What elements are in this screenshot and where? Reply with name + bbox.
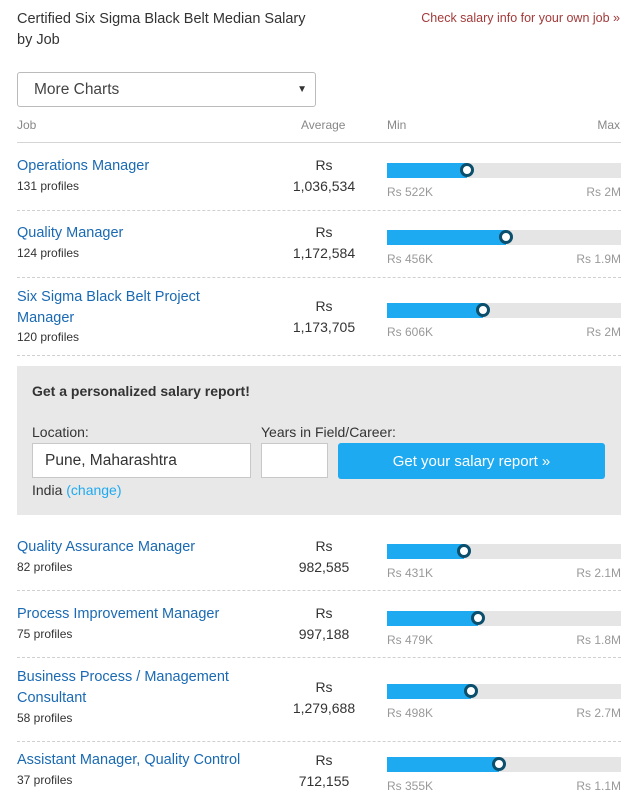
average-currency: Rs [315, 752, 333, 768]
profile-count: 82 profiles [17, 560, 73, 574]
average-salary: 1,036,534 [292, 178, 356, 194]
dropdown-value: More Charts [34, 81, 120, 98]
location-input[interactable] [32, 443, 251, 478]
own-salary-link[interactable]: Check salary info for your own job » [421, 11, 620, 25]
table-row: Operations Manager 131 profiles Rs 1,036… [17, 143, 621, 211]
job-link[interactable]: Quality Assurance Manager [17, 539, 196, 555]
country-line: India (change) [32, 482, 122, 498]
range-max: Rs 2.1M [576, 566, 621, 580]
average-salary: 712,155 [298, 773, 350, 789]
profile-count: 37 profiles [17, 773, 73, 787]
column-header-min: Min [387, 118, 407, 132]
job-link[interactable]: Process Improvement Manager [17, 606, 220, 622]
salary-range-bar [387, 611, 621, 626]
range-max: Rs 2M [586, 185, 621, 199]
row-divider [17, 210, 621, 211]
range-min: Rs 355K [387, 779, 434, 793]
median-marker [471, 611, 486, 625]
years-input[interactable] [261, 443, 328, 478]
profile-count: 75 profiles [17, 627, 73, 641]
average-currency: Rs [315, 679, 333, 695]
header-divider [17, 142, 621, 143]
range-min: Rs 479K [387, 633, 434, 647]
median-marker [459, 163, 474, 177]
median-marker [464, 684, 479, 698]
bar-fill [387, 230, 507, 245]
range-min: Rs 606K [387, 325, 434, 339]
country-name: India [32, 482, 63, 498]
range-min: Rs 498K [387, 706, 434, 720]
salary-range-bar [387, 684, 621, 699]
more-charts-dropdown[interactable]: More Charts ▼ [17, 72, 316, 107]
average-currency: Rs [315, 605, 333, 621]
bar-fill [387, 303, 483, 318]
salary-report-box: Get a personalized salary report! Locati… [17, 366, 621, 515]
job-link[interactable]: Operations Manager [17, 158, 150, 174]
salary-range-bar [387, 757, 621, 772]
get-report-button[interactable]: Get your salary report » [338, 443, 605, 479]
range-max: Rs 1.1M [576, 779, 621, 793]
job-link[interactable]: Quality Manager [17, 225, 124, 241]
row-divider [17, 355, 621, 356]
table-row: Business Process / Management Consultant… [17, 658, 621, 742]
column-header-job: Job [17, 118, 37, 132]
row-divider [17, 277, 621, 278]
table-row: Process Improvement Manager 75 profiles … [17, 591, 621, 658]
bar-fill [387, 611, 479, 626]
chevron-down-icon: ▼ [297, 84, 307, 95]
average-currency: Rs [315, 224, 333, 240]
range-max: Rs 1.8M [576, 633, 621, 647]
range-max: Rs 2M [586, 325, 621, 339]
salary-range-bar [387, 230, 621, 245]
average-currency: Rs [315, 157, 333, 173]
average-currency: Rs [315, 298, 333, 314]
profile-count: 131 profiles [17, 179, 80, 193]
profile-count: 58 profiles [17, 711, 73, 725]
column-header-max: Max [597, 118, 620, 132]
bar-fill [387, 163, 467, 178]
table-row: Quality Manager 124 profiles Rs 1,172,58… [17, 211, 621, 278]
row-divider [17, 657, 621, 658]
salary-range-bar [387, 544, 621, 559]
average-salary: 997,188 [298, 626, 350, 642]
median-marker [499, 230, 514, 244]
page-title: Certified Six Sigma Black Belt Median Sa… [17, 11, 306, 48]
average-salary: 1,173,705 [292, 319, 356, 335]
row-divider [17, 590, 621, 591]
table-row: Quality Assurance Manager 82 profiles Rs… [17, 525, 621, 591]
bar-fill [387, 544, 465, 559]
table-row: Six Sigma Black Belt Project Manager 120… [17, 278, 621, 356]
job-link[interactable]: Six Sigma Black Belt Project Manager [17, 289, 200, 326]
salary-range-bar [387, 163, 621, 178]
years-label: Years in Field/Career: [261, 424, 396, 440]
median-marker [492, 757, 507, 771]
salary-range-bar [387, 303, 621, 318]
bar-fill [387, 757, 500, 772]
profile-count: 120 profiles [17, 330, 80, 344]
job-link[interactable]: Business Process / Management Consultant [17, 669, 229, 706]
average-currency: Rs [315, 538, 333, 554]
table-row: Assistant Manager, Quality Control 37 pr… [17, 742, 621, 804]
job-link[interactable]: Assistant Manager, Quality Control [17, 752, 241, 768]
average-salary: 1,172,584 [292, 245, 356, 261]
average-salary: 982,585 [298, 559, 350, 575]
change-country-link[interactable]: (change) [66, 482, 122, 498]
range-min: Rs 522K [387, 185, 434, 199]
range-min: Rs 456K [387, 252, 434, 266]
average-salary: 1,279,688 [292, 700, 356, 716]
median-marker [457, 544, 472, 558]
bar-fill [387, 684, 472, 699]
profile-count: 124 profiles [17, 246, 80, 260]
location-label: Location: [32, 424, 89, 440]
report-title: Get a personalized salary report! [32, 383, 250, 399]
median-marker [475, 303, 490, 317]
column-header-average: Average [301, 118, 346, 132]
range-min: Rs 431K [387, 566, 434, 580]
range-max: Rs 1.9M [576, 252, 621, 266]
range-max: Rs 2.7M [576, 706, 621, 720]
row-divider [17, 741, 621, 742]
